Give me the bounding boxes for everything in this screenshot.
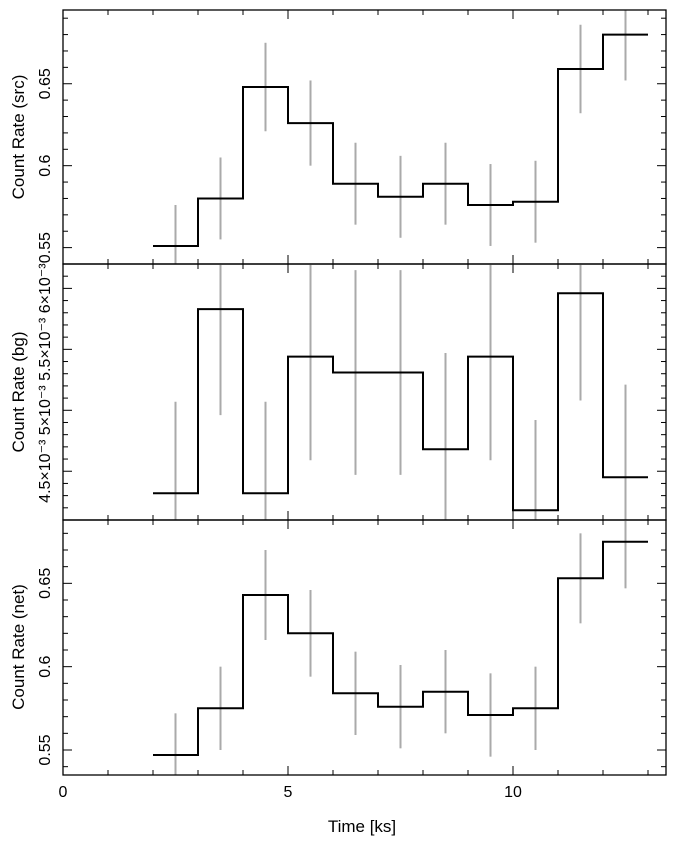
plot-frame (62, 263, 667, 521)
y-tick-label: 0.65 (37, 568, 54, 599)
x-tick-label: 0 (59, 784, 68, 801)
y-tick-label: 0.6 (37, 655, 54, 677)
series-step-line (153, 33, 648, 247)
series-step-line (153, 292, 648, 512)
y-axis-title: Count Rate (src) (9, 75, 28, 200)
y-axis-title: Count Rate (net) (9, 584, 28, 710)
y-tick-label: 0.55 (37, 734, 54, 765)
y-tick-label: 0.55 (37, 232, 54, 263)
y-tick-label: 5.5×10⁻³ (37, 317, 54, 381)
x-tick-label: 10 (504, 784, 522, 801)
y-tick-label: 0.6 (37, 154, 54, 176)
y-tick-label: 5×10⁻³ (37, 385, 54, 435)
plot-frame (62, 9, 667, 265)
panel-net: 0.55 0.6 0.65 Count Rate (net) 0 5 10 Time [ks] (9, 519, 667, 836)
y-tick-label: 4.5×10⁻³ (37, 439, 54, 503)
y-tick-label: 0.65 (37, 68, 54, 99)
x-tick-label: 5 (284, 784, 293, 801)
plot-frame (62, 519, 667, 776)
y-tick-label: 6×10⁻³ (37, 263, 54, 313)
x-axis-title: Time [ks] (328, 817, 396, 836)
y-axis-title: Count Rate (bg) (9, 332, 28, 453)
panel-bg: 4.5×10⁻³ 5×10⁻³ 5.5×10⁻³ 6×10⁻³ Count Rate (… (9, 263, 667, 521)
panel-src: 0.55 0.6 0.65 Count Rate (src) (9, 9, 667, 265)
series-step-line (153, 540, 648, 756)
